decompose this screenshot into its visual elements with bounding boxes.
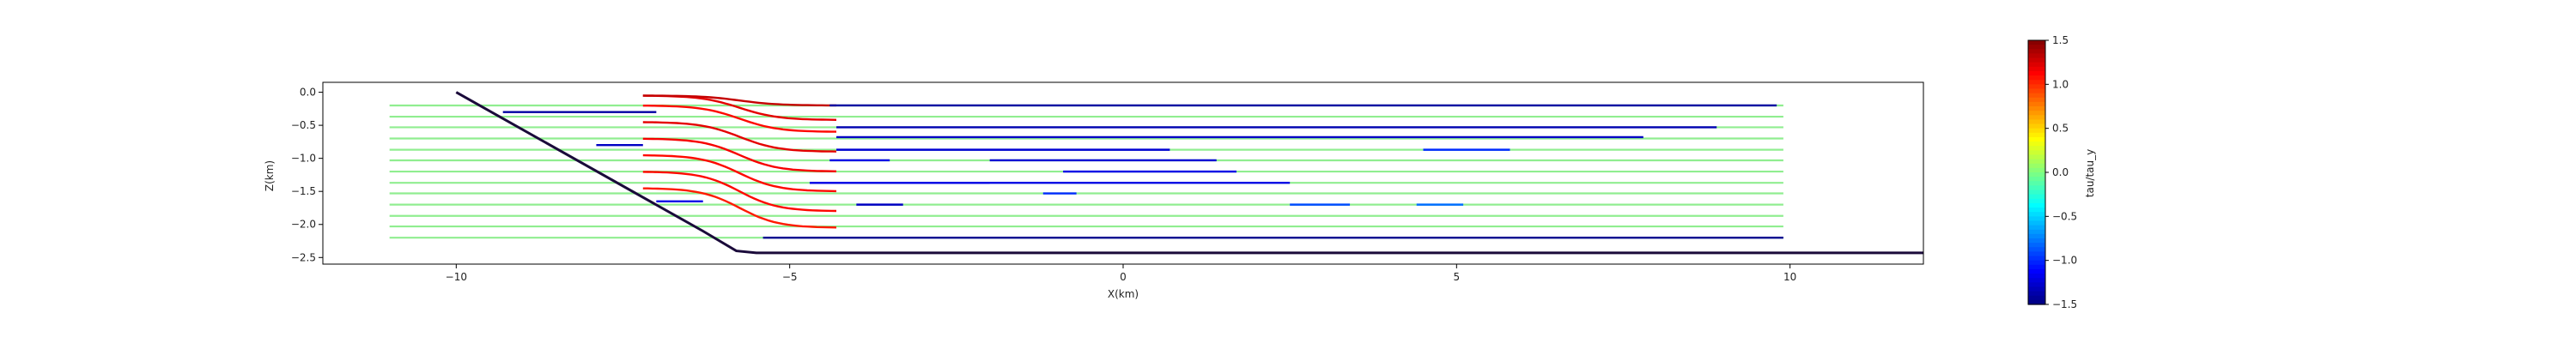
colorbar-swatch	[2028, 202, 2045, 208]
colorbar-label: tau/tau_y	[2084, 149, 2096, 197]
colorbar-swatch	[2028, 282, 2045, 288]
stress-flowline	[642, 94, 836, 107]
colorbar-swatch	[2028, 212, 2045, 217]
colorbar-swatch	[2028, 260, 2045, 266]
colorbar-swatch	[2028, 268, 2045, 274]
colorbar-swatch	[2028, 286, 2045, 292]
colorbar-swatch	[2028, 123, 2045, 129]
colorbar-tick-label: 0.0	[2052, 166, 2069, 178]
colorbar-swatch	[2028, 299, 2045, 305]
y-tick-label: 0.0	[300, 87, 316, 99]
colorbar-swatch	[2028, 45, 2045, 50]
colorbar-swatch	[2028, 62, 2045, 68]
colorbar-swatch	[2028, 291, 2045, 297]
colorbar-swatch	[2028, 70, 2045, 76]
colorbar-swatch	[2028, 163, 2045, 169]
colorbar-swatch	[2028, 57, 2045, 63]
x-tick-label: 5	[1454, 271, 1461, 283]
colorbar-swatch	[2028, 141, 2045, 147]
colorbar-swatch	[2028, 216, 2045, 222]
x-tick-label: −5	[782, 271, 798, 283]
y-tick-label: −1.0	[291, 153, 316, 165]
colorbar-swatch	[2028, 278, 2045, 283]
y-axis-label: Z(km)	[264, 160, 276, 191]
colorbar-swatch	[2028, 136, 2045, 142]
colorbar-swatch	[2028, 159, 2045, 165]
colorbar-swatch	[2028, 247, 2045, 252]
colorbar-swatch	[2028, 194, 2045, 200]
colorbar-swatch	[2028, 106, 2045, 111]
colorbar-swatch	[2028, 132, 2045, 138]
colorbar-swatch	[2028, 243, 2045, 248]
colorbar-swatch	[2028, 154, 2045, 160]
colorbar-swatch	[2028, 274, 2045, 279]
stress-flowline	[642, 105, 836, 133]
colorbar-swatch	[2028, 238, 2045, 244]
colorbar-swatch	[2028, 190, 2045, 196]
plot-area	[389, 91, 1923, 255]
colorbar-swatch	[2028, 225, 2045, 231]
stress-flowline	[642, 187, 837, 229]
colorbar: 1.5 1.0 0.5 0.0 −0.5 −1.0 −1.5	[2027, 34, 2077, 310]
colorbar-swatch	[2028, 93, 2045, 99]
colorbar-swatch	[2028, 295, 2045, 301]
stress-flowline	[642, 137, 837, 172]
flowline-group	[389, 91, 1923, 255]
colorbar-tick-label: 1.5	[2052, 34, 2069, 46]
colorbar-swatch	[2028, 233, 2045, 239]
colorbar-swatch	[2028, 111, 2045, 116]
y-tick-label: −0.5	[291, 119, 316, 131]
colorbar-swatch	[2028, 181, 2045, 186]
stress-flowline	[642, 171, 837, 213]
stress-flowline	[642, 121, 837, 153]
colorbar-swatch	[2028, 185, 2045, 191]
x-tick-label: 0	[1120, 271, 1127, 283]
colorbar-swatch	[2028, 97, 2045, 103]
colorbar-swatch	[2028, 88, 2045, 94]
colorbar-swatch	[2028, 40, 2045, 45]
colorbar-swatch	[2028, 66, 2045, 72]
colorbar-swatch	[2028, 220, 2045, 226]
colorbar-swatch	[2028, 167, 2045, 173]
colorbar-swatch	[2028, 49, 2045, 54]
colorbar-swatch	[2028, 256, 2045, 262]
colorbar-swatch	[2028, 53, 2045, 59]
x-tick-label: −10	[446, 271, 467, 283]
y-tick-label: −1.5	[291, 185, 316, 197]
colorbar-swatch	[2028, 84, 2045, 90]
colorbar-swatch	[2028, 128, 2045, 134]
colorbar-tick-label: −0.5	[2052, 210, 2077, 222]
colorbar-swatch	[2028, 251, 2045, 257]
colorbar-swatch	[2028, 146, 2045, 151]
x-tick-label: 10	[1783, 271, 1796, 283]
axes: −10 −5 0 5 10 0.0 −0.5 −1.0 −1.5 −2.0 −2.5	[291, 81, 1924, 283]
colorbar-swatch	[2028, 172, 2045, 178]
colorbar-swatch	[2028, 177, 2045, 182]
colorbar-swatch	[2028, 75, 2045, 81]
colorbar-tick-label: 1.0	[2052, 78, 2069, 90]
stress-flowline	[642, 153, 837, 193]
colorbar-swatch	[2028, 229, 2045, 235]
colorbar-tick-label: −1.0	[2052, 255, 2077, 267]
colorbar-swatch	[2028, 198, 2045, 204]
colorbar-swatch	[2028, 101, 2045, 107]
fault-line	[455, 91, 1923, 255]
colorbar-swatch	[2028, 150, 2045, 156]
colorbar-swatch	[2028, 119, 2045, 125]
colorbar-tick-label: 0.5	[2052, 123, 2069, 135]
colorbar-swatch	[2028, 264, 2045, 270]
y-tick-label: −2.0	[291, 219, 316, 231]
y-tick-label: −2.5	[291, 251, 316, 263]
colorbar-tick-label: −1.5	[2052, 298, 2077, 310]
colorbar-swatch	[2028, 208, 2045, 213]
x-axis-label: X(km)	[1108, 288, 1139, 300]
colorbar-swatch	[2028, 115, 2045, 120]
colorbar-swatch	[2028, 80, 2045, 85]
